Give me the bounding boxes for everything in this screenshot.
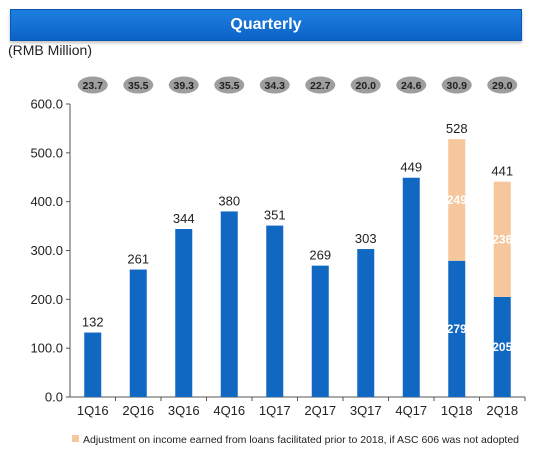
bar-total-label: 449 [400,160,422,175]
x-tick-label: 2Q16 [122,403,154,418]
bar [493,296,511,397]
value-bubble-label: 20.0 [356,80,377,92]
value-bubble [123,76,154,94]
bar-total-label: 269 [309,248,331,263]
y-tick-label: 200.0 [30,292,63,307]
bar [357,249,375,397]
bar-chart: 0.0 100.0 200.0 300.0 400.0 500.0 600.0 23.7 35.… [30,76,526,418]
bar-adjustment-label: 236 [492,232,512,246]
value-bubble-label: 30.9 [447,80,468,92]
bar-total-label: 380 [218,193,240,208]
x-tick-label: 1Q18 [441,403,473,418]
bar-base-label: 279 [447,322,467,336]
value-bubble [350,76,381,94]
value-bubble [396,76,427,94]
value-bubble-label: 35.5 [128,80,149,92]
y-tick-label: 600.0 [30,97,63,112]
value-bubble [487,76,518,94]
value-bubble [214,76,245,94]
bar [175,229,193,397]
y-tick-label: 400.0 [30,194,63,209]
x-tick-label: 2Q17 [304,403,336,418]
bar-adjustment-label: 249 [447,193,467,207]
x-tick-label: 4Q16 [213,403,245,418]
chart-title-banner: Quarterly [10,9,522,41]
value-bubble-label: 22.7 [310,80,331,92]
value-bubble [77,76,108,94]
bar [220,211,238,397]
bar-total-label: 344 [173,211,195,226]
chart-title: Quarterly [230,16,302,33]
value-bubble-label: 34.3 [265,80,286,92]
value-bubble-label: 24.6 [401,80,422,92]
bar-total-label: 303 [355,231,377,246]
bar-total-label: 351 [264,208,286,223]
bar-total-label: 261 [127,252,149,267]
x-tick-label: 3Q17 [350,403,382,418]
bar-base-label: 205 [492,340,512,354]
value-bubble-label: 35.5 [219,80,240,92]
y-tick-label: 300.0 [30,243,63,258]
bar [448,260,466,397]
value-bubble-label: 39.3 [174,80,195,92]
value-bubble [305,76,336,94]
x-tick-label: 4Q17 [395,403,427,418]
value-bubble [441,76,472,94]
bar [311,265,329,397]
x-tick-label: 2Q18 [486,403,518,418]
value-bubble-label: 29.0 [492,80,513,92]
y-tick-label: 500.0 [30,145,63,160]
y-tick-label: 0.0 [45,390,63,405]
x-tick-label: 1Q16 [77,403,109,418]
value-bubble [168,76,199,94]
bar [84,332,102,397]
bar [266,225,284,397]
legend-label-adjustment: Adjustment on income earned from loans f… [83,434,520,446]
bar-total-label: 528 [446,121,468,136]
bar-total-label: 132 [82,315,104,330]
bar-total-label: 441 [491,164,513,179]
unit-label: (RMB Million) [8,42,92,58]
value-bubble-label: 23.7 [83,80,104,92]
legend: Adjustment on income earned from loans f… [72,434,532,447]
value-bubble [259,76,290,94]
x-tick-label: 3Q16 [168,403,200,418]
bar-adjustment [493,181,511,297]
x-tick-label: 1Q17 [259,403,291,418]
legend-swatch-adjustment [72,435,79,442]
bar [402,177,420,397]
bar-adjustment [448,139,466,261]
y-tick-label: 100.0 [30,341,63,356]
bar [129,269,147,397]
